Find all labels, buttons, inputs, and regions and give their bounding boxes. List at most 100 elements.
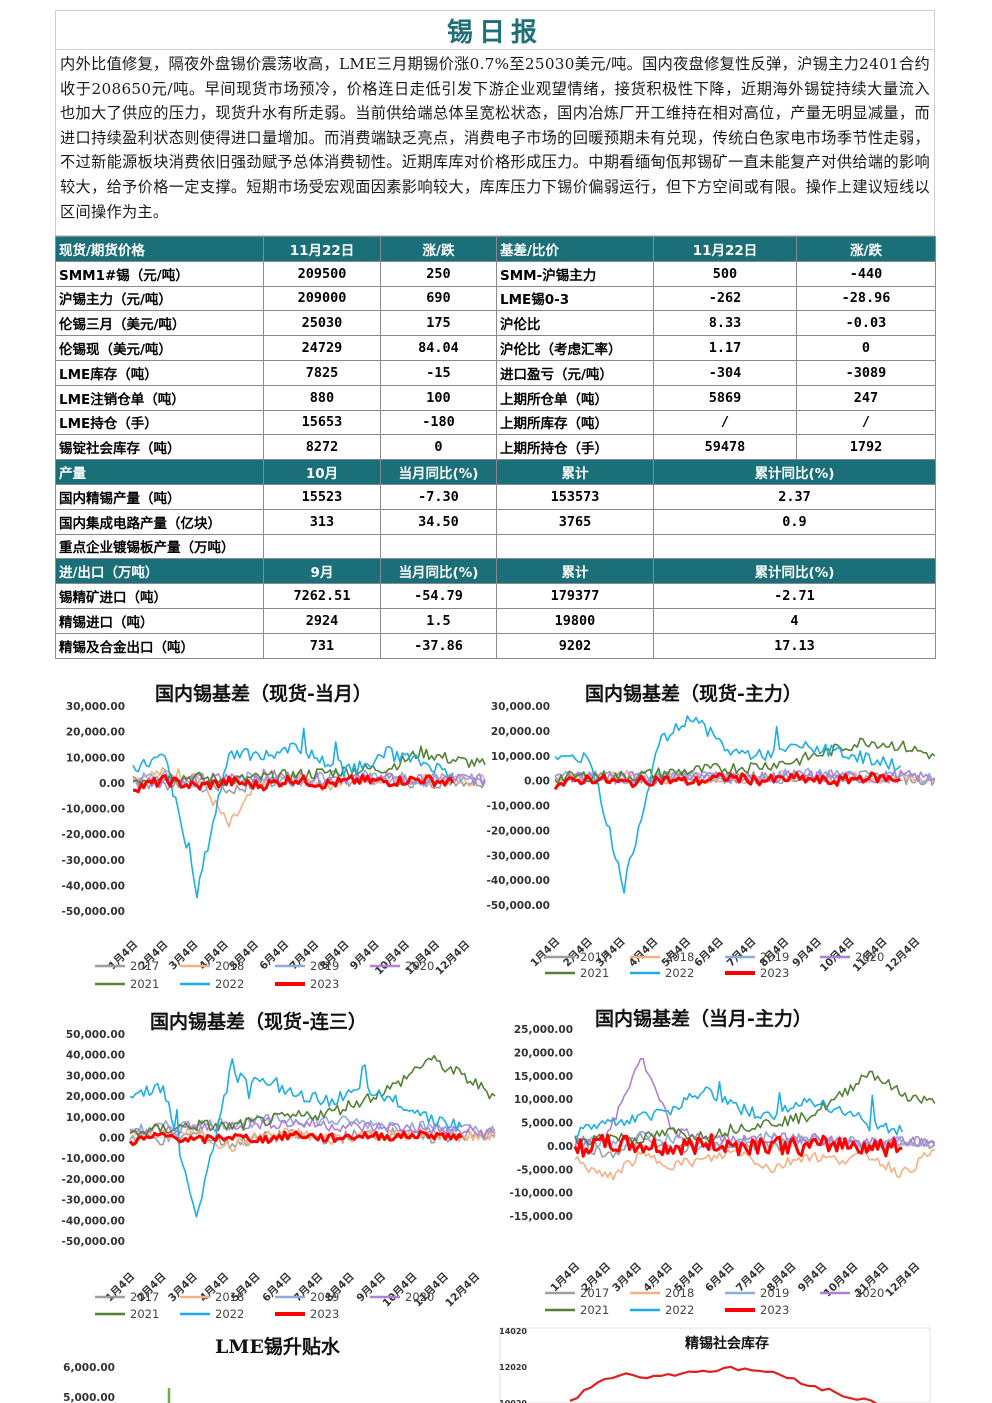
x-tick-label: 3月4日	[167, 939, 201, 973]
table-cell: 7825	[263, 359, 381, 386]
table-cell: 179377	[496, 583, 654, 609]
table-cell: 1792	[796, 434, 936, 461]
table-cell: 59478	[653, 434, 797, 461]
x-tick-label: 1月4日	[548, 1261, 582, 1295]
table-cell: 3765	[496, 508, 654, 535]
y-tick-label: 10,000.00	[514, 1094, 573, 1106]
series-line-2017	[574, 1132, 935, 1159]
y-tick-label: 30,000.00	[66, 701, 125, 713]
table-row: 锡锭社会库存（吨） 8272 0 上期所持仓（手） 59478 1792	[55, 434, 936, 461]
table-cell: 伦锡三月（美元/吨）	[55, 310, 264, 337]
y-tick-label: 10,000.00	[491, 751, 550, 763]
y-tick-label: -40,000.00	[487, 875, 550, 887]
table-header-cell: 累计同比(%)	[653, 558, 936, 585]
table-cell: 进口盈亏（元/吨）	[496, 359, 654, 386]
y-tick-label: 0.00	[99, 778, 125, 790]
y-tick-label: 0.00	[524, 776, 550, 788]
y-tick-label: 12020	[499, 1363, 527, 1372]
table-cell: SMM1#锡（元/吨）	[55, 260, 264, 287]
y-tick-label: -30,000.00	[62, 1195, 125, 1207]
table-cell: -3089	[796, 359, 936, 386]
table-cell: LME注销仓单（吨）	[55, 384, 264, 411]
table-row: 精锡进口（吨） 2924 1.5 19800 4	[55, 607, 936, 634]
table-cell: 5869	[653, 384, 797, 411]
table-cell: 沪伦比（考虑汇率）	[496, 335, 654, 361]
x-tick-label: 4月4日	[627, 936, 661, 970]
chart-title: 国内锡基差（当月-主力）	[595, 1007, 812, 1030]
table-cell: 100	[380, 384, 497, 411]
chart-panel: 国内锡基差（现货-主力） 30,000.00 20,000.00 10,000.00 0…	[487, 682, 935, 980]
y-tick-label: -30,000.00	[62, 855, 125, 867]
y-tick-label: -40,000.00	[62, 880, 125, 892]
legend-label: 2017	[580, 1286, 609, 1300]
legend-label: 2019	[760, 950, 789, 964]
table-header-cell: 累计	[496, 459, 654, 485]
table-cell: 0	[380, 434, 497, 461]
charts-svg: 国内锡基差（现货-当月） 30,000.00 20,000.00 10,000.00 0…	[62, 682, 935, 1403]
table-row: 锡精矿进口（吨） 7262.51 -54.79 179377 -2.71	[55, 583, 936, 609]
table-cell: 国内集成电路产量（亿块）	[55, 508, 264, 535]
table-cell: /	[653, 409, 797, 436]
table-cell: 250	[380, 260, 497, 287]
data-table: 现货/期货价格 11月22日 涨/跌 基差/比价 11月22日 涨/跌 SMM1#锡（元/吨…	[55, 236, 936, 659]
series-line-2022	[574, 1081, 904, 1138]
y-tick-label: -20,000.00	[62, 1174, 125, 1186]
table-cell: 重点企业镀锡板产量（万吨）	[55, 533, 264, 560]
table-cell: 4	[653, 607, 936, 634]
y-tick-label: -10,000.00	[62, 804, 125, 816]
chart-panel: LME锡升贴水 6,000.00 5,000.00	[63, 1335, 341, 1403]
y-tick-label: -40,000.00	[62, 1215, 125, 1227]
legend-label: 2018	[215, 1290, 244, 1304]
table-cell: 209500	[263, 260, 381, 287]
series-line-2022	[132, 727, 454, 899]
table-cell: 17.13	[653, 632, 936, 659]
table-cell: 锡精矿进口（吨）	[55, 583, 264, 609]
table-header-cell: 累计	[496, 558, 654, 585]
table-cell: -0.03	[796, 310, 936, 337]
y-tick-label: -50,000.00	[62, 1236, 125, 1248]
legend-label: 2019	[760, 1286, 789, 1300]
table-row: LME库存（吨） 7825 -15 进口盈亏（元/吨） -304 -3089	[55, 359, 936, 386]
y-tick-label: -50,000.00	[62, 906, 125, 918]
chart-title: 国内锡基差（现货-连三）	[150, 1010, 367, 1033]
table-cell: 84.04	[380, 335, 497, 361]
table-cell: SMM-沪锡主力	[496, 260, 654, 287]
y-tick-label: 20,000.00	[514, 1047, 573, 1059]
legend-label: 2020	[405, 1290, 434, 1304]
y-tick-label: 14020	[499, 1327, 527, 1336]
legend-label: 2017	[130, 1290, 159, 1304]
legend-label: 2018	[665, 1286, 694, 1300]
summary-paragraph: 内外比值修复，隔夜外盘锡价震荡收高，LME三月期锡价涨0.7%至25030美元/…	[55, 50, 935, 236]
table-cell: 731	[263, 632, 381, 659]
table-cell: 8272	[263, 434, 381, 461]
table-cell	[496, 533, 654, 560]
legend-label: 2018	[215, 959, 244, 973]
table-row: 精锡及合金出口（吨） 731 -37.86 9202 17.13	[55, 632, 936, 659]
table-cell	[653, 533, 936, 560]
table-header-cell: 当月同比(%)	[380, 558, 497, 585]
table-cell: -54.79	[380, 583, 497, 609]
y-tick-label: -15,000.00	[510, 1211, 573, 1223]
table-cell: 伦锡现（美元/吨）	[55, 335, 264, 361]
chart-panel: 国内锡基差（现货-当月） 30,000.00 20,000.00 10,000.00 0…	[62, 682, 486, 991]
table-cell: 0.9	[653, 508, 936, 535]
table-cell: 153573	[496, 483, 654, 510]
legend-label: 2018	[665, 950, 694, 964]
y-tick-label: 15,000.00	[514, 1071, 573, 1083]
table-header-row: 现货/期货价格 11月22日 涨/跌 基差/比价 11月22日 涨/跌	[55, 236, 936, 262]
y-tick-label: 20,000.00	[66, 1091, 125, 1103]
table-cell: 0	[796, 335, 936, 361]
table-cell: 精锡及合金出口（吨）	[55, 632, 264, 659]
x-tick-label: 12月4日	[883, 936, 922, 975]
table-cell: 25030	[263, 310, 381, 337]
legend-label: 2022	[665, 1303, 694, 1317]
x-tick-label: 12月4日	[443, 1271, 482, 1310]
y-tick-label: -10,000.00	[62, 1153, 125, 1165]
table-cell: 2.37	[653, 483, 936, 510]
x-tick-label: 10月4日	[818, 936, 857, 975]
y-tick-label: 40,000.00	[66, 1050, 125, 1062]
legend-label: 2022	[215, 1307, 244, 1321]
y-tick-label: 5,000.00	[521, 1118, 573, 1130]
legend-label: 2020	[855, 950, 884, 964]
table-header-cell: 现货/期货价格	[55, 236, 264, 262]
